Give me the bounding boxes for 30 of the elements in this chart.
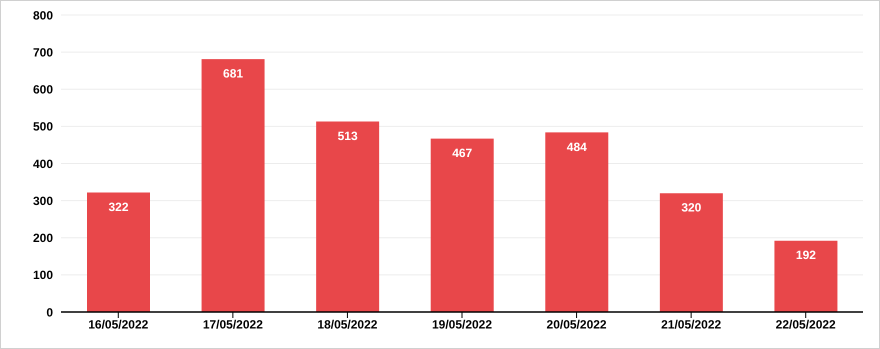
y-tick-label: 0 (46, 305, 54, 320)
x-tick-label: 22/05/2022 (776, 318, 836, 332)
y-tick-label: 800 (32, 8, 54, 22)
x-tick-label: 20/05/2022 (546, 318, 607, 332)
y-tick-label: 400 (32, 156, 54, 171)
bar (774, 240, 838, 312)
data-label: 681 (223, 66, 244, 81)
data-label: 513 (338, 129, 358, 144)
x-tick-label: 19/05/2022 (432, 318, 492, 332)
bar (202, 59, 265, 312)
bar (316, 122, 380, 312)
data-label: 320 (681, 200, 702, 215)
y-tick-label: 500 (32, 120, 54, 134)
data-label: 467 (452, 146, 473, 160)
data-label: 484 (566, 140, 588, 154)
y-tick-label: 200 (32, 231, 54, 246)
y-tick-label: 700 (32, 45, 54, 60)
data-label: 322 (108, 200, 129, 214)
y-tick-label: 300 (32, 194, 54, 208)
bar (87, 192, 150, 312)
y-tick-label: 600 (32, 82, 54, 97)
x-tick-label: 16/05/2022 (88, 318, 149, 332)
x-tick-label: 21/05/2022 (661, 318, 722, 332)
x-tick-label: 17/05/2022 (202, 318, 264, 332)
bar (660, 193, 723, 312)
x-tick-label: 18/05/2022 (317, 318, 378, 332)
bar (545, 132, 608, 312)
y-tick-label: 100 (32, 268, 54, 282)
bar (430, 138, 494, 312)
data-label: 192 (796, 248, 816, 262)
